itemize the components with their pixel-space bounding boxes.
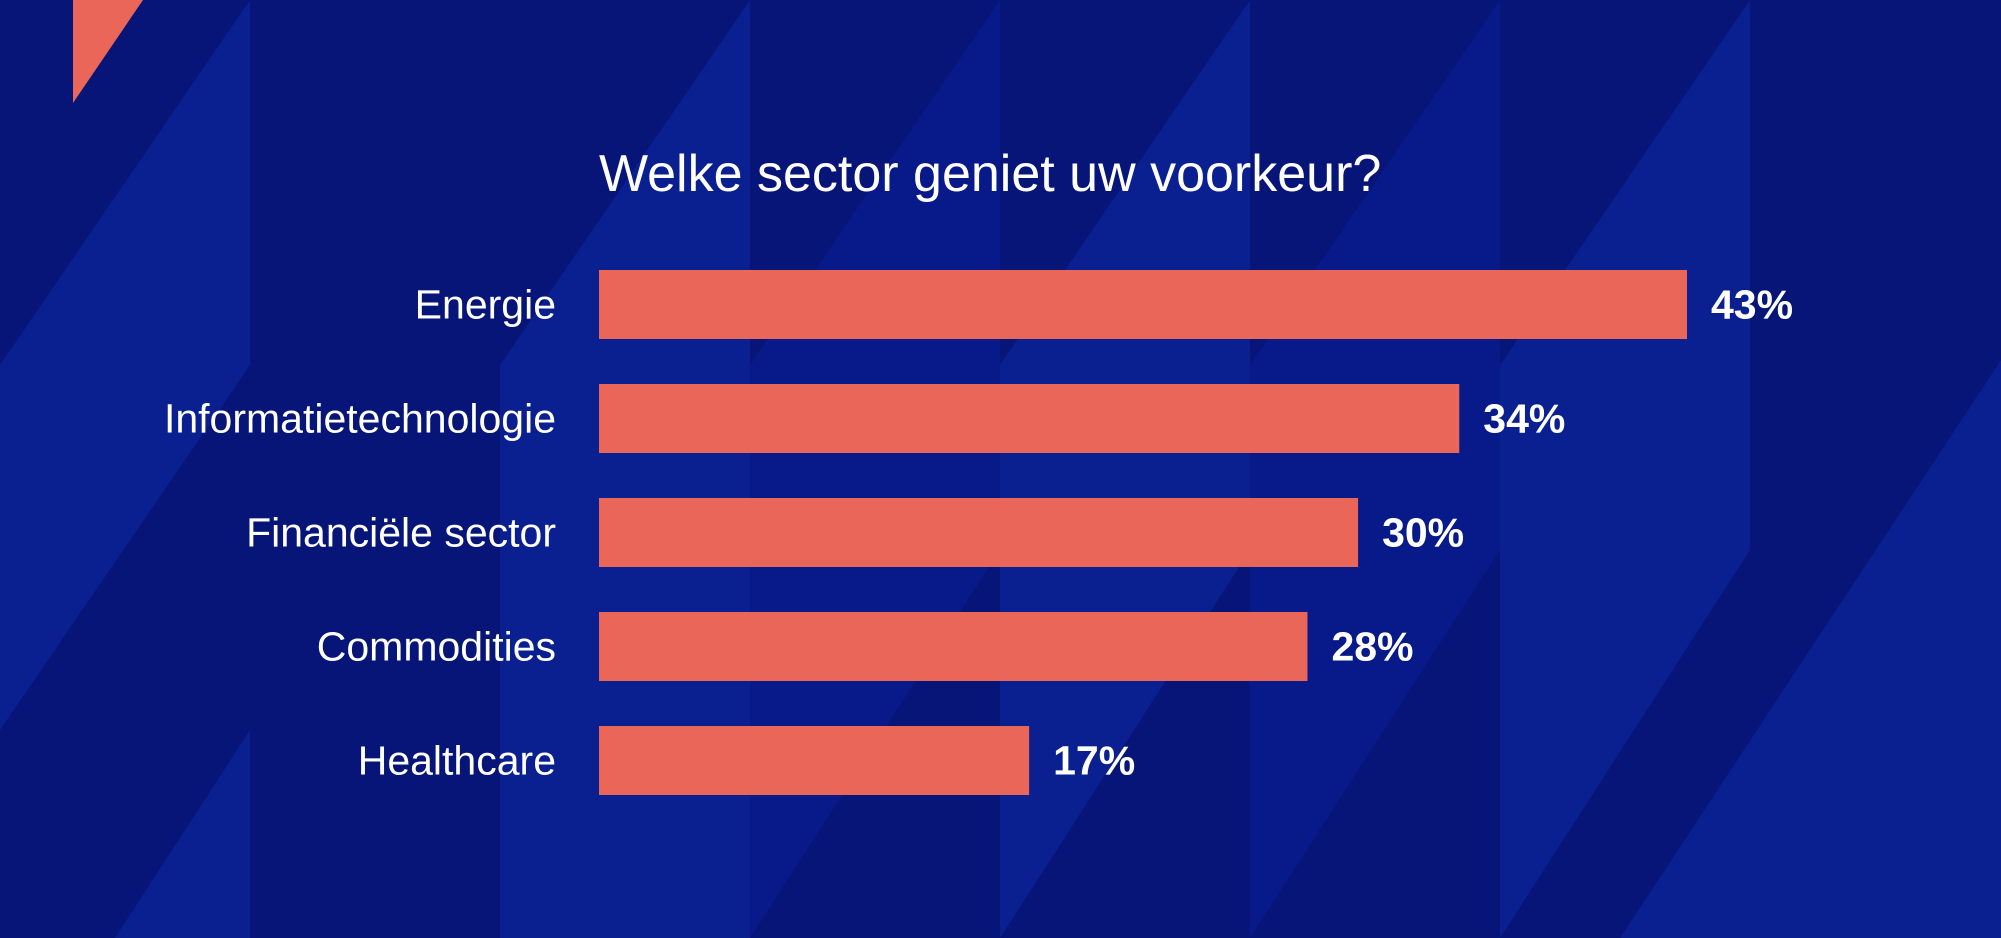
category-label: Energie	[415, 282, 556, 328]
category-label: Healthcare	[358, 738, 556, 784]
value-label: 30%	[1382, 510, 1464, 556]
background-stripe	[1620, 360, 2001, 938]
category-label: Financiële sector	[246, 510, 556, 556]
background-stripe	[0, 0, 250, 730]
background-stripe	[500, 0, 750, 938]
value-label: 28%	[1331, 624, 1413, 670]
background-stripe	[115, 730, 250, 938]
bars-group: Energie 43% Informatietechnologie 34% Financ…	[164, 270, 1793, 795]
category-label: Commodities	[317, 624, 556, 670]
value-label: 34%	[1483, 396, 1565, 442]
background-stripe	[750, 0, 1000, 938]
background-stripe	[1500, 0, 1750, 938]
bar	[599, 612, 1308, 681]
bar	[599, 384, 1460, 453]
background-stripe	[1250, 0, 1500, 938]
bar	[599, 726, 1030, 795]
chart-title: Welke sector geniet uw voorkeur?	[599, 145, 1381, 203]
bar	[599, 498, 1359, 567]
category-label: Informatietechnologie	[164, 396, 556, 442]
value-label: 43%	[1711, 282, 1793, 328]
value-label: 17%	[1053, 738, 1135, 784]
bar	[599, 270, 1687, 339]
corner-accent-triangle	[73, 0, 143, 103]
background-stripe	[1000, 0, 1250, 938]
